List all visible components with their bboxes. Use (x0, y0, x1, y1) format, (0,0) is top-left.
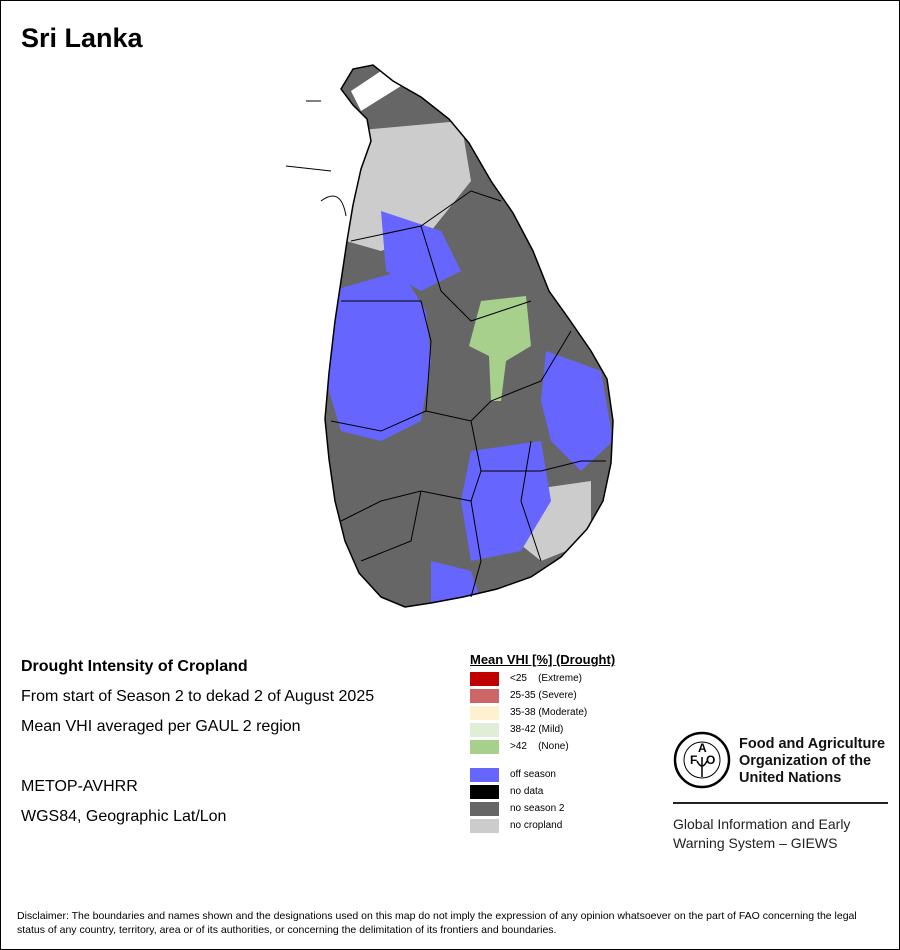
legend-label: 38-42 (Mild) (510, 724, 564, 735)
map-title: Sri Lanka (21, 23, 143, 53)
legend-label: >42 (None) (510, 741, 569, 752)
legend-label: <25 (Extreme) (510, 673, 582, 684)
legend: Mean VHI [%] (Drought) <25 (Extreme) 25-3… (470, 652, 615, 834)
giews-name: Global Information and Early Warning Sys… (673, 815, 899, 853)
coastline-islands (285, 100, 347, 217)
off-season-area (381, 211, 461, 291)
info-heading: Drought Intensity of Cropland (21, 658, 248, 675)
fao-name-line: Food and Agriculture (739, 736, 886, 752)
legend-label: no season 2 (510, 803, 565, 814)
off-season-area (541, 351, 613, 471)
legend-swatch (470, 801, 499, 816)
legend-item: 25-35 (Severe) (470, 687, 615, 704)
svg-text:A: A (698, 741, 707, 755)
legend-swatch (470, 784, 499, 799)
legend-title: Mean VHI [%] (Drought) (470, 652, 616, 667)
info-period: From start of Season 2 to dekad 2 of Aug… (21, 688, 375, 705)
fao-name: Food and Agriculture Organization of the… (739, 736, 885, 787)
legend-label: 25-35 (Severe) (510, 690, 577, 701)
legend-swatch (470, 818, 499, 833)
giews-line: Warning System – GIEWS (673, 835, 838, 851)
legend-item: 38-42 (Mild) (470, 721, 615, 738)
legend-swatch (470, 671, 499, 686)
fao-name-line: United Nations (739, 770, 842, 786)
giews-line: Global Information and Early (673, 816, 851, 832)
svg-text:F: F (690, 753, 697, 767)
legend-item: <25 (Extreme) (470, 670, 615, 687)
water-area (351, 71, 401, 111)
legend-label: no data (510, 786, 544, 797)
fao-name-line: Organization of the (739, 753, 872, 769)
legend-item: 35-38 (Moderate) (470, 704, 615, 721)
fao-logo-block: F A O Food and Agriculture Organization … (673, 731, 888, 851)
admin-boundaries (324, 64, 614, 608)
disclaimer: Disclaimer: The boundaries and names sho… (17, 910, 857, 936)
legend-swatch (470, 688, 499, 703)
divider (673, 802, 888, 804)
legend-swatch (470, 767, 499, 782)
legend-item: off season (470, 766, 615, 783)
fao-logo-icon: F A O (673, 731, 731, 789)
legend-swatch (470, 722, 499, 737)
legend-swatch (470, 739, 499, 754)
off-season-area (326, 271, 431, 441)
no-drought-area (469, 296, 531, 401)
legend-item: no cropland (470, 817, 615, 834)
legend-item: no data (470, 783, 615, 800)
sri-lanka-map (285, 64, 614, 608)
info-sensor: METOP-AVHRR (21, 778, 138, 795)
off-season-area (431, 561, 481, 606)
legend-label: no cropland (510, 820, 563, 831)
legend-item: >42 (None) (470, 738, 615, 755)
info-method: Mean VHI averaged per GAUL 2 region (21, 718, 301, 735)
info-projection: WGS84, Geographic Lat/Lon (21, 808, 227, 825)
svg-text:O: O (706, 753, 715, 767)
no-cropland-area (346, 121, 471, 251)
legend-label: off season (510, 769, 556, 780)
legend-item: no season 2 (470, 800, 615, 817)
legend-label: 35-38 (Moderate) (510, 707, 588, 718)
legend-swatch (470, 705, 499, 720)
